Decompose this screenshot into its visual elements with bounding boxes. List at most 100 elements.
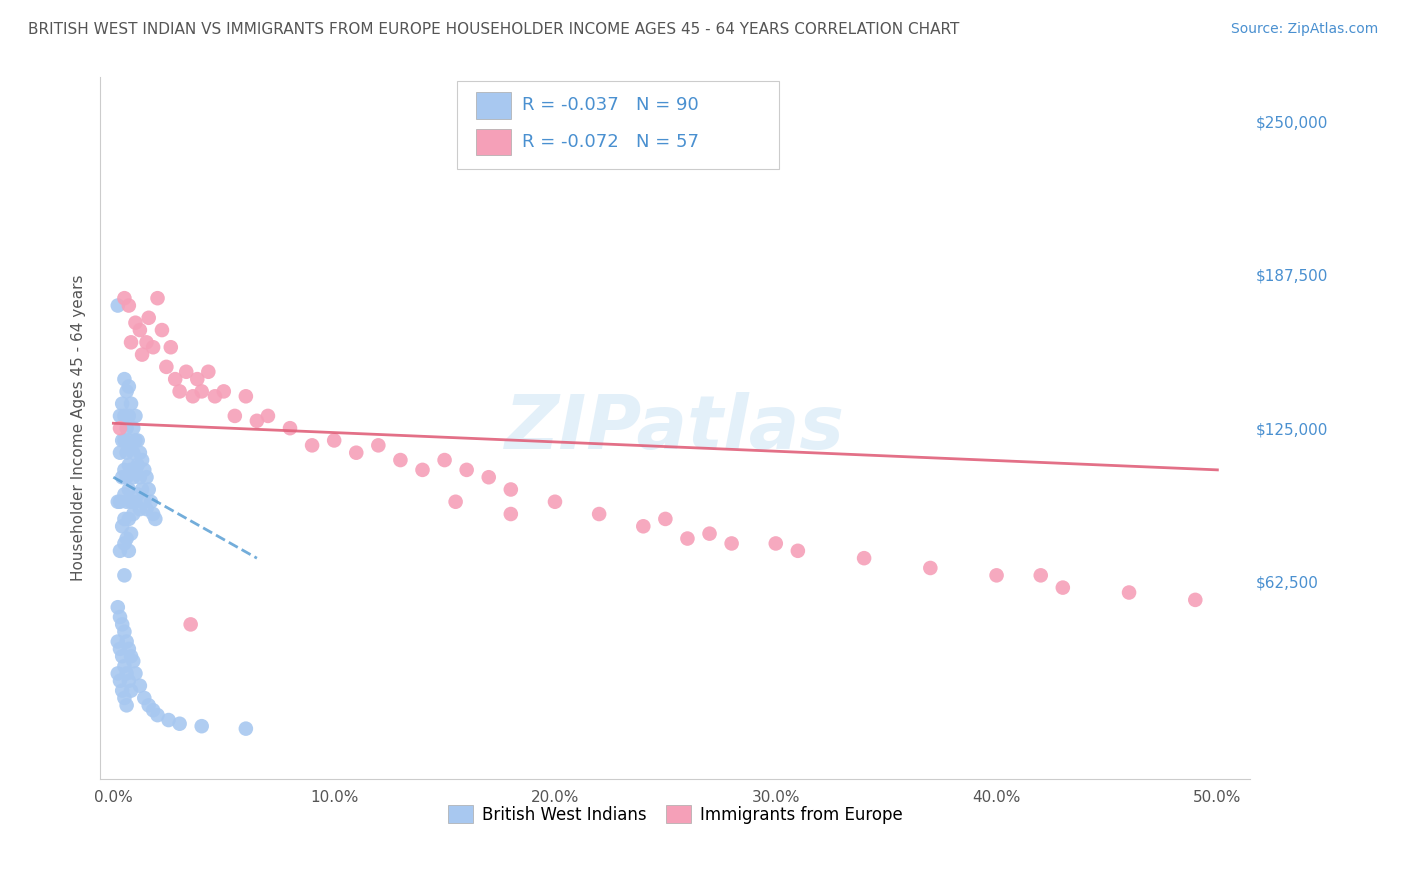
Point: [181, 389, 204, 403]
Point: [112, 659, 135, 673]
Point: [112, 409, 135, 423]
Point: [127, 458, 149, 472]
Point: [115, 698, 138, 713]
Point: [120, 649, 142, 664]
Point: [122, 507, 145, 521]
Point: [118, 673, 141, 688]
Point: [786, 544, 808, 558]
Bar: [477, 92, 510, 119]
Point: [699, 526, 721, 541]
Point: [112, 624, 135, 639]
Point: [633, 519, 655, 533]
Point: [986, 568, 1008, 582]
Point: [120, 438, 142, 452]
Text: R = -0.037   N = 90: R = -0.037 N = 90: [522, 96, 699, 114]
Point: [124, 434, 146, 448]
Point: [323, 434, 346, 448]
Point: [108, 495, 131, 509]
Point: [111, 470, 134, 484]
Point: [139, 495, 162, 509]
Point: [107, 666, 129, 681]
Point: [115, 532, 138, 546]
Point: [765, 536, 787, 550]
Point: [120, 526, 142, 541]
Point: [186, 372, 208, 386]
Point: [478, 470, 501, 484]
Point: [120, 495, 142, 509]
Point: [111, 519, 134, 533]
Point: [134, 690, 156, 705]
Point: [180, 617, 202, 632]
Point: [127, 487, 149, 501]
Point: [131, 453, 153, 467]
Point: [135, 335, 157, 350]
Point: [143, 512, 166, 526]
Point: [118, 641, 141, 656]
Point: [142, 507, 165, 521]
Point: [115, 666, 138, 681]
Point: [107, 634, 129, 648]
Point: [128, 323, 150, 337]
Point: [131, 483, 153, 497]
Text: BRITISH WEST INDIAN VS IMMIGRANTS FROM EUROPE HOUSEHOLDER INCOME AGES 45 - 64 YE: BRITISH WEST INDIAN VS IMMIGRANTS FROM E…: [28, 22, 959, 37]
Point: [118, 379, 141, 393]
Point: [165, 372, 187, 386]
Y-axis label: Householder Income Ages 45 - 64 years: Householder Income Ages 45 - 64 years: [72, 275, 86, 582]
Point: [115, 384, 138, 399]
Bar: [477, 128, 510, 155]
Point: [301, 438, 323, 452]
Point: [127, 434, 149, 448]
Point: [135, 502, 157, 516]
Point: [118, 409, 141, 423]
Point: [124, 409, 146, 423]
Point: [720, 536, 742, 550]
Point: [115, 421, 138, 435]
Text: ZIPatlas: ZIPatlas: [505, 392, 845, 465]
Point: [118, 483, 141, 497]
Point: [108, 421, 131, 435]
Point: [112, 291, 135, 305]
Point: [112, 512, 135, 526]
Point: [128, 470, 150, 484]
Point: [190, 384, 212, 399]
Point: [112, 463, 135, 477]
Point: [134, 495, 156, 509]
Point: [112, 434, 135, 448]
Point: [118, 434, 141, 448]
Point: [204, 389, 226, 403]
Point: [107, 299, 129, 313]
Point: [588, 507, 610, 521]
Point: [654, 512, 676, 526]
Point: [111, 397, 134, 411]
Point: [118, 512, 141, 526]
Point: [1052, 581, 1074, 595]
Point: [112, 372, 135, 386]
Point: [112, 487, 135, 501]
Point: [118, 544, 141, 558]
Point: [138, 310, 160, 325]
Point: [111, 649, 134, 664]
Point: [444, 495, 467, 509]
Point: [676, 532, 699, 546]
Point: [146, 291, 169, 305]
Point: [142, 340, 165, 354]
Point: [212, 384, 235, 399]
Point: [108, 610, 131, 624]
Point: [169, 384, 191, 399]
Point: [118, 458, 141, 472]
Point: [108, 673, 131, 688]
Point: [278, 421, 301, 435]
Point: [120, 335, 142, 350]
Point: [544, 495, 567, 509]
Point: [155, 359, 177, 374]
Point: [115, 495, 138, 509]
Point: [1184, 592, 1206, 607]
Point: [499, 483, 522, 497]
Point: [197, 365, 219, 379]
Point: [111, 683, 134, 698]
Point: [142, 703, 165, 717]
Point: [115, 634, 138, 648]
Point: [367, 438, 389, 452]
Point: [108, 409, 131, 423]
Point: [169, 716, 191, 731]
